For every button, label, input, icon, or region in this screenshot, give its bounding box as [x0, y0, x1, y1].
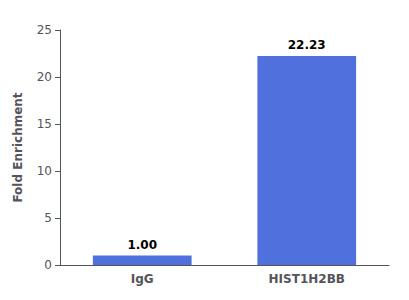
svg-text:22.23: 22.23 — [288, 38, 326, 52]
svg-text:IgG: IgG — [131, 272, 154, 286]
svg-text:5: 5 — [44, 211, 52, 225]
svg-text:20: 20 — [37, 70, 52, 84]
svg-text:10: 10 — [37, 164, 52, 178]
svg-text:25: 25 — [37, 23, 52, 37]
svg-text:1.00: 1.00 — [127, 238, 157, 252]
svg-text:Fold Enrichment: Fold Enrichment — [11, 92, 25, 202]
svg-text:HIST1H2BB: HIST1H2BB — [269, 272, 345, 286]
svg-text:15: 15 — [37, 117, 52, 131]
svg-text:0: 0 — [44, 258, 52, 272]
